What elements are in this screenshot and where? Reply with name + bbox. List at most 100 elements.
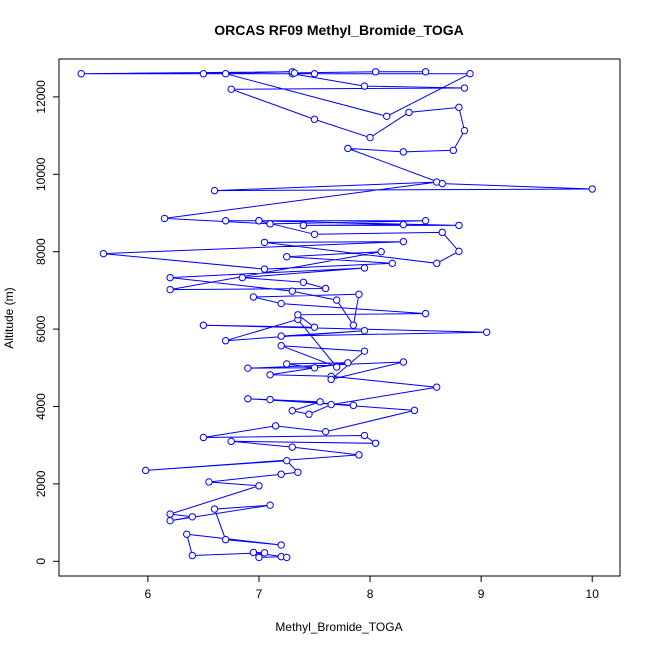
data-point bbox=[421, 309, 430, 318]
data-point bbox=[455, 247, 463, 256]
data-point bbox=[283, 456, 291, 465]
data-point bbox=[166, 273, 174, 282]
x-tick-label: 7 bbox=[256, 587, 263, 601]
y-tick-label: 10000 bbox=[34, 157, 48, 191]
data-point bbox=[277, 299, 285, 308]
data-point bbox=[255, 482, 263, 490]
data-point bbox=[238, 273, 246, 282]
y-tick-label: 4000 bbox=[34, 393, 48, 420]
data-point bbox=[199, 433, 208, 442]
data-point bbox=[283, 253, 291, 261]
data-point bbox=[255, 553, 263, 562]
data-point bbox=[327, 400, 335, 409]
data-point bbox=[244, 395, 252, 403]
data-point bbox=[221, 337, 230, 345]
data-point bbox=[221, 217, 230, 225]
data-point bbox=[288, 443, 296, 451]
data-point bbox=[310, 230, 319, 239]
data-point bbox=[344, 359, 352, 367]
data-point bbox=[266, 220, 274, 228]
x-axis: 6 7 8 9 10 bbox=[145, 576, 599, 601]
data-point bbox=[271, 422, 280, 430]
data-point bbox=[421, 68, 430, 76]
data-point bbox=[294, 468, 302, 476]
data-point bbox=[290, 69, 299, 77]
series-line bbox=[81, 71, 593, 558]
data-point bbox=[277, 332, 285, 340]
data-point bbox=[455, 103, 463, 112]
data-point bbox=[371, 439, 380, 447]
data-point bbox=[221, 535, 230, 544]
data-point bbox=[399, 237, 408, 246]
data-point bbox=[310, 323, 319, 331]
data-point bbox=[377, 248, 385, 256]
data-point bbox=[244, 364, 252, 372]
data-point bbox=[277, 541, 285, 549]
data-point bbox=[199, 321, 208, 329]
data-point bbox=[210, 186, 219, 195]
data-point bbox=[299, 221, 308, 230]
data-point bbox=[482, 328, 491, 336]
data-point bbox=[316, 398, 324, 406]
data-point bbox=[588, 185, 596, 193]
y-tick-label: 12000 bbox=[34, 80, 48, 114]
data-point bbox=[77, 70, 85, 78]
data-point bbox=[310, 115, 319, 124]
data-point bbox=[433, 383, 441, 391]
data-point bbox=[360, 82, 369, 90]
data-point bbox=[399, 358, 408, 366]
data-point bbox=[166, 285, 174, 294]
data-point bbox=[227, 437, 235, 446]
data-point bbox=[166, 510, 174, 518]
data-point bbox=[260, 238, 269, 247]
data-point bbox=[183, 530, 191, 538]
data-point bbox=[260, 549, 269, 557]
data-point bbox=[333, 296, 341, 304]
data-point bbox=[360, 264, 369, 272]
data-point bbox=[399, 220, 408, 229]
data-point bbox=[266, 501, 274, 509]
data-point bbox=[388, 259, 396, 268]
data-point bbox=[288, 287, 296, 295]
y-tick-label: 8000 bbox=[34, 238, 48, 265]
data-point bbox=[277, 342, 285, 350]
data-point bbox=[438, 179, 446, 188]
data-point bbox=[438, 228, 446, 237]
data-point bbox=[283, 360, 291, 368]
series-layer bbox=[77, 68, 596, 562]
x-axis-label: Methyl_Bromide_TOGA bbox=[275, 620, 402, 634]
data-point bbox=[371, 68, 380, 76]
data-point bbox=[221, 70, 230, 78]
data-point bbox=[288, 407, 296, 415]
data-point bbox=[360, 326, 369, 335]
data-point bbox=[449, 146, 458, 155]
data-point bbox=[333, 363, 341, 371]
data-point bbox=[327, 375, 335, 384]
data-point bbox=[166, 516, 174, 525]
data-point bbox=[266, 371, 274, 379]
data-point bbox=[260, 265, 269, 273]
data-point bbox=[310, 70, 319, 78]
data-point bbox=[460, 84, 469, 92]
x-tick-label: 6 bbox=[145, 587, 152, 601]
chart-title: ORCAS RF09 Methyl_Bromide_TOGA bbox=[214, 22, 463, 38]
data-point bbox=[199, 70, 208, 78]
data-point bbox=[410, 406, 419, 415]
x-tick-label: 8 bbox=[367, 587, 374, 601]
data-point bbox=[294, 311, 302, 319]
y-tick-label: 2000 bbox=[34, 470, 48, 497]
data-point bbox=[255, 217, 263, 225]
y-axis-label: Altitude (m) bbox=[2, 287, 16, 348]
data-point bbox=[266, 395, 274, 404]
data-point bbox=[455, 221, 463, 230]
data-point bbox=[227, 85, 235, 93]
plot-frame bbox=[58, 58, 621, 577]
data-point bbox=[321, 427, 330, 436]
y-tick-label: 0 bbox=[34, 558, 48, 565]
data-point bbox=[299, 278, 308, 286]
data-point bbox=[399, 148, 408, 156]
data-point bbox=[249, 548, 258, 557]
data-point bbox=[210, 505, 219, 513]
data-point bbox=[249, 293, 258, 301]
y-axis: 0 2000 4000 6000 8000 10000 12000 bbox=[34, 80, 59, 565]
